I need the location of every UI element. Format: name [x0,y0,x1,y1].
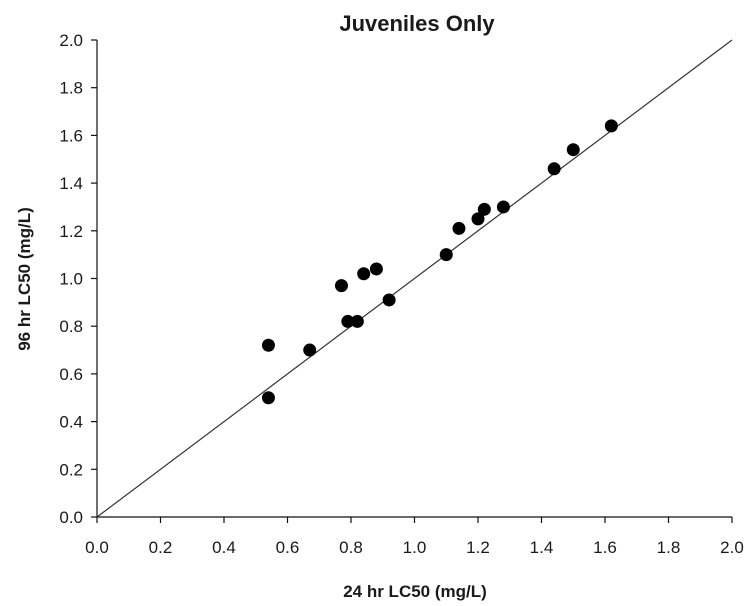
y-tick-label: 0.6 [59,365,83,384]
y-tick-label: 0.8 [59,317,83,336]
data-point [261,338,275,352]
x-ticks: 0.0 0.2 0.4 0.6 0.8 1.0 1.2 1.4 1.6 1.8 2.0 [85,517,744,557]
y-tick-label: 1.4 [59,174,83,193]
data-point [341,314,355,328]
y-tick-label: 0.4 [59,413,83,432]
x-tick-label: 0.6 [276,538,300,557]
y-axis: 0.0 0.2 0.4 0.6 0.8 1.0 1.2 1.4 1.6 1.8 2.0 [59,31,98,527]
y-tick-label: 1.8 [59,79,83,98]
y-tick-label: 1.2 [59,222,83,241]
y-axis-label: 96 hr LC50 (mg/L) [15,207,34,351]
data-point [547,162,561,176]
data-point [357,267,371,281]
y-tick-label: 0.2 [59,460,83,479]
chart-title: Juveniles Only [339,11,495,36]
x-tick-label: 1.0 [403,538,427,557]
data-point [334,279,348,293]
data-point [566,143,580,157]
y-tick-label: 1.0 [59,270,83,289]
x-tick-label: 1.2 [466,538,490,557]
y-ticks: 0.0 0.2 0.4 0.6 0.8 1.0 1.2 1.4 1.6 1.8 2.0 [59,31,97,527]
y-tick-label: 0.0 [59,508,83,527]
data-points [261,119,618,405]
y-tick-label: 1.6 [59,126,83,145]
data-point [369,262,383,276]
data-point [477,202,491,216]
data-point [496,200,510,214]
y-tick-label: 2.0 [59,31,83,50]
data-point [261,391,275,405]
data-point [439,248,453,262]
x-tick-label: 0.4 [212,538,236,557]
x-tick-label: 0.0 [85,538,109,557]
data-point [452,221,466,235]
x-tick-label: 1.8 [657,538,681,557]
data-point [382,293,396,307]
data-point [350,314,364,328]
x-tick-label: 0.8 [339,538,363,557]
x-tick-label: 1.4 [530,538,554,557]
x-axis: 0.0 0.2 0.4 0.6 0.8 1.0 1.2 1.4 1.6 1.8 2.0 [85,516,744,557]
x-axis-label: 24 hr LC50 (mg/L) [343,582,487,601]
x-tick-label: 2.0 [720,538,744,557]
data-point [604,119,618,133]
x-tick-label: 1.6 [593,538,617,557]
x-tick-label: 0.2 [149,538,173,557]
reference-line-1to1 [96,39,733,518]
data-point [303,343,317,357]
data-point [471,212,485,226]
